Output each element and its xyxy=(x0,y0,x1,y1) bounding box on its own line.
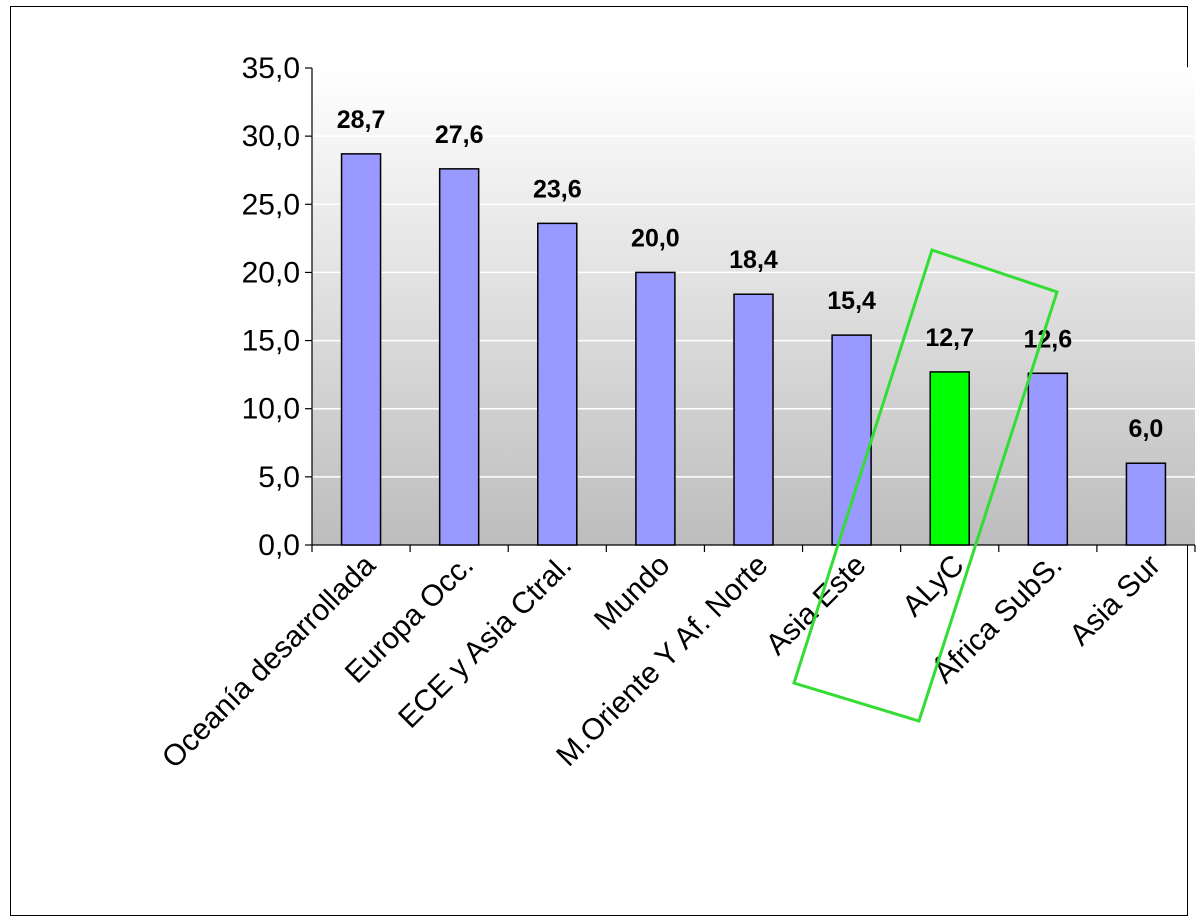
x-tick-label: Asia Sur xyxy=(1063,549,1167,653)
x-tick-label: Asia Este xyxy=(760,549,873,662)
bar xyxy=(635,271,676,546)
y-tick-label: 35,0 xyxy=(242,52,300,85)
data-label: 28,7 xyxy=(337,106,386,134)
data-label: 6,0 xyxy=(1129,415,1164,443)
y-tick-label: 20,0 xyxy=(242,256,300,289)
x-tick-label: ECE y Asia Ctral. xyxy=(392,549,578,735)
bar xyxy=(733,293,774,546)
bar xyxy=(1125,462,1167,546)
y-tick-label: 10,0 xyxy=(242,393,300,426)
bar xyxy=(438,168,480,546)
x-tick-label: Mundo xyxy=(588,549,676,637)
bar xyxy=(831,334,872,546)
y-tick-label: 30,0 xyxy=(242,120,300,153)
y-tick-labels: 0,0 5,0 10,0 15,0 20,0 25,0 30,0 35,0 xyxy=(242,52,300,562)
x-tick-label: ALyC xyxy=(896,549,970,623)
data-label: 12,7 xyxy=(925,324,974,352)
bars xyxy=(340,153,1167,546)
bar xyxy=(537,222,578,546)
bar xyxy=(340,153,382,546)
bar xyxy=(929,371,970,546)
data-label: 27,6 xyxy=(435,121,484,149)
data-label: 12,6 xyxy=(1023,325,1072,353)
y-tick-label: 0,0 xyxy=(258,529,300,562)
data-label: 15,4 xyxy=(827,287,876,315)
data-label: 18,4 xyxy=(729,246,778,274)
bar xyxy=(1027,372,1069,546)
y-tick-label: 5,0 xyxy=(258,461,300,494)
y-tick-label: 25,0 xyxy=(242,188,300,221)
data-labels: 28,7 27,6 23,6 20,0 18,4 15,4 12,7 12,6 6,0 xyxy=(337,106,1164,443)
highlight-box xyxy=(792,248,1059,723)
data-label: 23,6 xyxy=(533,175,582,203)
y-tick-label: 15,0 xyxy=(242,325,300,358)
data-label: 20,0 xyxy=(631,224,680,252)
